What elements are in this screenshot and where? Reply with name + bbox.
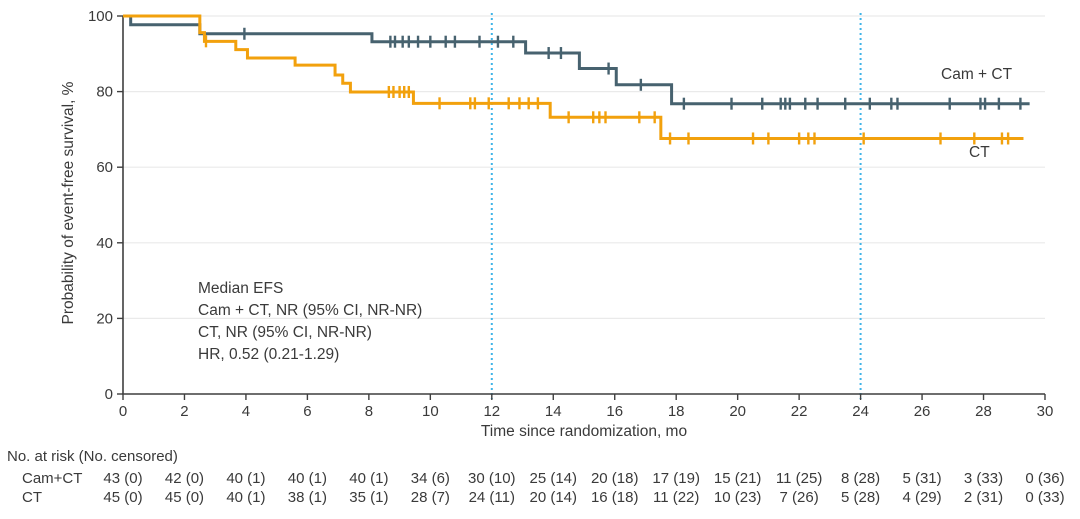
x-tick-label: 26	[914, 403, 931, 420]
y-tick-label: 20	[96, 310, 113, 327]
risk-cell: 15 (21)	[713, 470, 762, 487]
risk-cell: 43 (0)	[103, 470, 143, 487]
risk-cell: 42 (0)	[164, 470, 205, 487]
risk-cell: 38 (1)	[287, 489, 327, 506]
survival-curve-camct	[123, 14, 1030, 106]
risk-cell: 40 (1)	[226, 489, 266, 506]
y-tick-label: 80	[96, 84, 113, 101]
median-efs-annotation: Median EFS Cam + CT, NR (95% CI, NR-NR) …	[198, 278, 422, 366]
y-tick-label: 100	[88, 8, 113, 25]
annotation-line-ct: CT, NR (95% CI, NR-NR)	[198, 324, 372, 341]
risk-cell: 45 (0)	[164, 489, 205, 506]
x-tick-label: 2	[180, 403, 188, 420]
x-axis-title: Time since randomization, mo	[480, 423, 688, 440]
curve-label-ct: CT	[969, 144, 990, 161]
risk-cell: 8 (28)	[840, 470, 881, 487]
x-tick-label: 6	[303, 403, 311, 420]
risk-cell: 20 (14)	[529, 489, 578, 506]
risk-cell: 17 (19)	[652, 470, 700, 487]
risk-cell: 0 (36)	[1025, 470, 1065, 487]
risk-cell: 35 (1)	[349, 489, 389, 506]
risk-cell: 24 (11)	[468, 489, 515, 506]
risk-cell: 2 (31)	[963, 489, 1004, 506]
risk-cell: 5 (28)	[840, 489, 881, 506]
x-tick-label: 4	[242, 403, 250, 420]
risk-cell: 28 (7)	[410, 489, 450, 506]
risk-cell: 3 (33)	[963, 470, 1004, 487]
survival-curve-ct	[123, 14, 1024, 140]
risk-row-label-camct: Cam+CT	[22, 470, 83, 487]
risk-cell: 25 (14)	[529, 470, 578, 487]
risk-cell: 34 (6)	[410, 470, 450, 487]
risk-cell: 40 (1)	[226, 470, 266, 487]
y-tick-label: 0	[105, 386, 113, 403]
annotation-line-camct: Cam + CT, NR (95% CI, NR-NR)	[198, 302, 423, 319]
x-tick-label: 28	[975, 403, 992, 420]
x-tick-label: 18	[668, 403, 685, 420]
x-tick-label: 16	[606, 403, 623, 420]
risk-cell: 0 (33)	[1025, 489, 1065, 506]
risk-row-label-ct: CT	[22, 489, 42, 506]
risk-cell: 40 (1)	[349, 470, 389, 487]
risk-table-header: No. at risk (No. censored)	[7, 448, 178, 465]
annotation-line-median-efs: Median EFS	[198, 280, 284, 297]
risk-cell: 5 (31)	[902, 470, 942, 487]
x-tick-label: 30	[1037, 403, 1054, 420]
y-axis-title: Probability of event-free survival, %	[60, 81, 77, 325]
x-tick-label: 12	[483, 403, 500, 420]
x-tick-label: 8	[365, 403, 373, 420]
x-tick-label: 14	[545, 403, 562, 420]
risk-cell: 20 (18)	[590, 470, 639, 487]
risk-cell: 40 (1)	[287, 470, 327, 487]
risk-cell: 10 (23)	[713, 489, 762, 506]
x-tick-label: 24	[852, 403, 869, 420]
risk-cell: 45 (0)	[103, 489, 143, 506]
risk-cell: 16 (18)	[590, 489, 639, 506]
risk-cell: 7 (26)	[779, 489, 819, 506]
curve-label-camct: Cam + CT	[941, 66, 1013, 83]
y-tick-label: 60	[96, 159, 113, 176]
risk-cell: 30 (10)	[468, 470, 516, 487]
risk-cell: 11 (22)	[652, 489, 700, 506]
annotation-line-hr: HR, 0.52 (0.21-1.29)	[198, 346, 340, 363]
risk-cell: 11 (25)	[775, 470, 823, 487]
x-tick-label: 20	[729, 403, 746, 420]
x-tick-label: 0	[119, 403, 127, 420]
risk-cell: 4 (29)	[902, 489, 942, 506]
x-tick-label: 10	[422, 403, 439, 420]
x-tick-label: 22	[791, 403, 808, 420]
y-tick-label: 40	[96, 235, 113, 252]
